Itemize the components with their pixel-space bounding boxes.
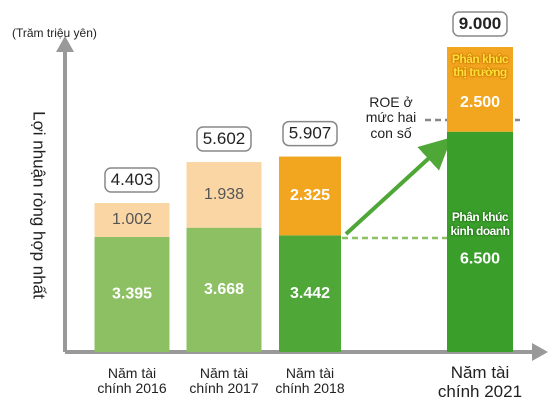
bar-segment (279, 156, 341, 236)
value-label: 1.002 (112, 211, 152, 228)
total-label: 5.907 (289, 124, 332, 143)
x-tick-label: Năm tài chính 2017 (189, 365, 259, 397)
total-box (282, 120, 338, 147)
total-box (104, 167, 160, 193)
value-label: 3.442 (290, 285, 330, 302)
value-label: 6.500 (460, 251, 500, 268)
bar-segment (94, 236, 170, 352)
total-label: 9.000 (459, 14, 502, 33)
x-tick-label: Năm tài chính 2021 (437, 363, 523, 401)
total-box (452, 11, 508, 37)
x-tick-label: Năm tài chính 2016 (97, 365, 167, 397)
bar-segment (447, 131, 513, 352)
total-box (196, 126, 252, 152)
y-axis-arrow (56, 36, 74, 52)
series-label: Phân khúc kinh doanh (450, 210, 511, 238)
value-label: 2.325 (290, 187, 330, 204)
value-label: 3.668 (204, 281, 244, 298)
value-label: 1.938 (204, 186, 244, 203)
unit-label: (Trăm triệu yên) (12, 26, 97, 40)
total-label: 4.403 (111, 170, 154, 189)
bar-segment (186, 227, 262, 352)
annotation: ROE ở mức hai con số (365, 94, 417, 141)
x-axis-arrow (532, 343, 548, 361)
bar-segment (279, 235, 341, 352)
y-axis-label: Lợi nhuận ròng hợp nhất (30, 111, 49, 299)
bar-segment (94, 202, 170, 237)
x-tick-label: Năm tài chính 2018 (275, 365, 345, 397)
value-label: 3.395 (112, 286, 152, 303)
growth-arrow (344, 137, 452, 236)
bar-segment (186, 162, 262, 228)
value-label: 2.500 (460, 94, 500, 111)
bar-segment (447, 47, 513, 132)
total-label: 5.602 (203, 129, 246, 148)
series-label: Phân khúc thị trường (451, 51, 509, 80)
